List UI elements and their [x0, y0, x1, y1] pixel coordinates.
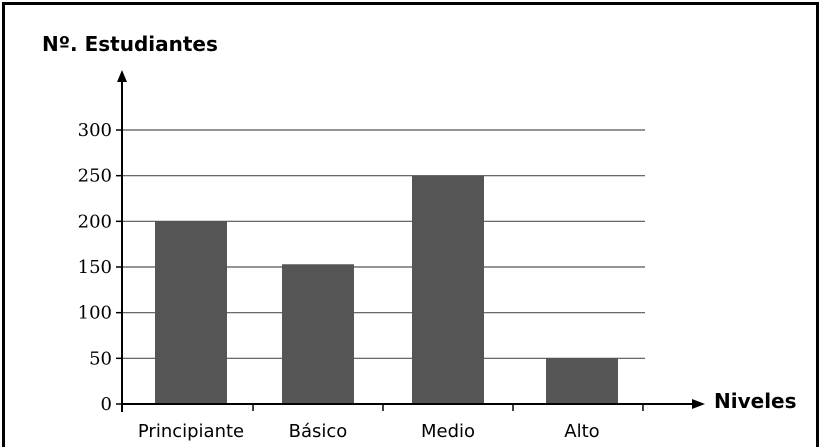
x-axis-arrow — [692, 399, 705, 409]
y-tick-label: 100 — [78, 303, 112, 324]
y-tick-label: 250 — [78, 166, 112, 187]
x-tick-label: Alto — [564, 421, 599, 442]
y-tick-label: 200 — [78, 211, 112, 232]
y-axis-arrow — [117, 70, 127, 82]
bar-básico — [282, 264, 354, 404]
bar-principiante — [155, 221, 227, 404]
y-axis-label: Nº. Estudiantes — [42, 32, 218, 56]
axes — [117, 70, 705, 412]
bar-alto — [546, 358, 618, 404]
y-tick-labels: 0 50 100 150 200 250 300 — [78, 120, 112, 415]
bar-medio — [412, 175, 484, 404]
y-tick-label: 150 — [78, 257, 112, 278]
y-tick-label: 0 — [101, 394, 112, 415]
x-tick-label: Principiante — [138, 421, 244, 442]
x-tick-labels: Principiante Básico Medio Alto — [138, 421, 600, 442]
y-tick-label: 300 — [78, 120, 112, 141]
x-tick-label: Medio — [421, 421, 475, 442]
x-axis-label: Niveles — [714, 389, 797, 413]
y-tick-label: 50 — [89, 348, 112, 369]
bars — [155, 175, 618, 404]
x-tick-label: Básico — [289, 421, 348, 442]
